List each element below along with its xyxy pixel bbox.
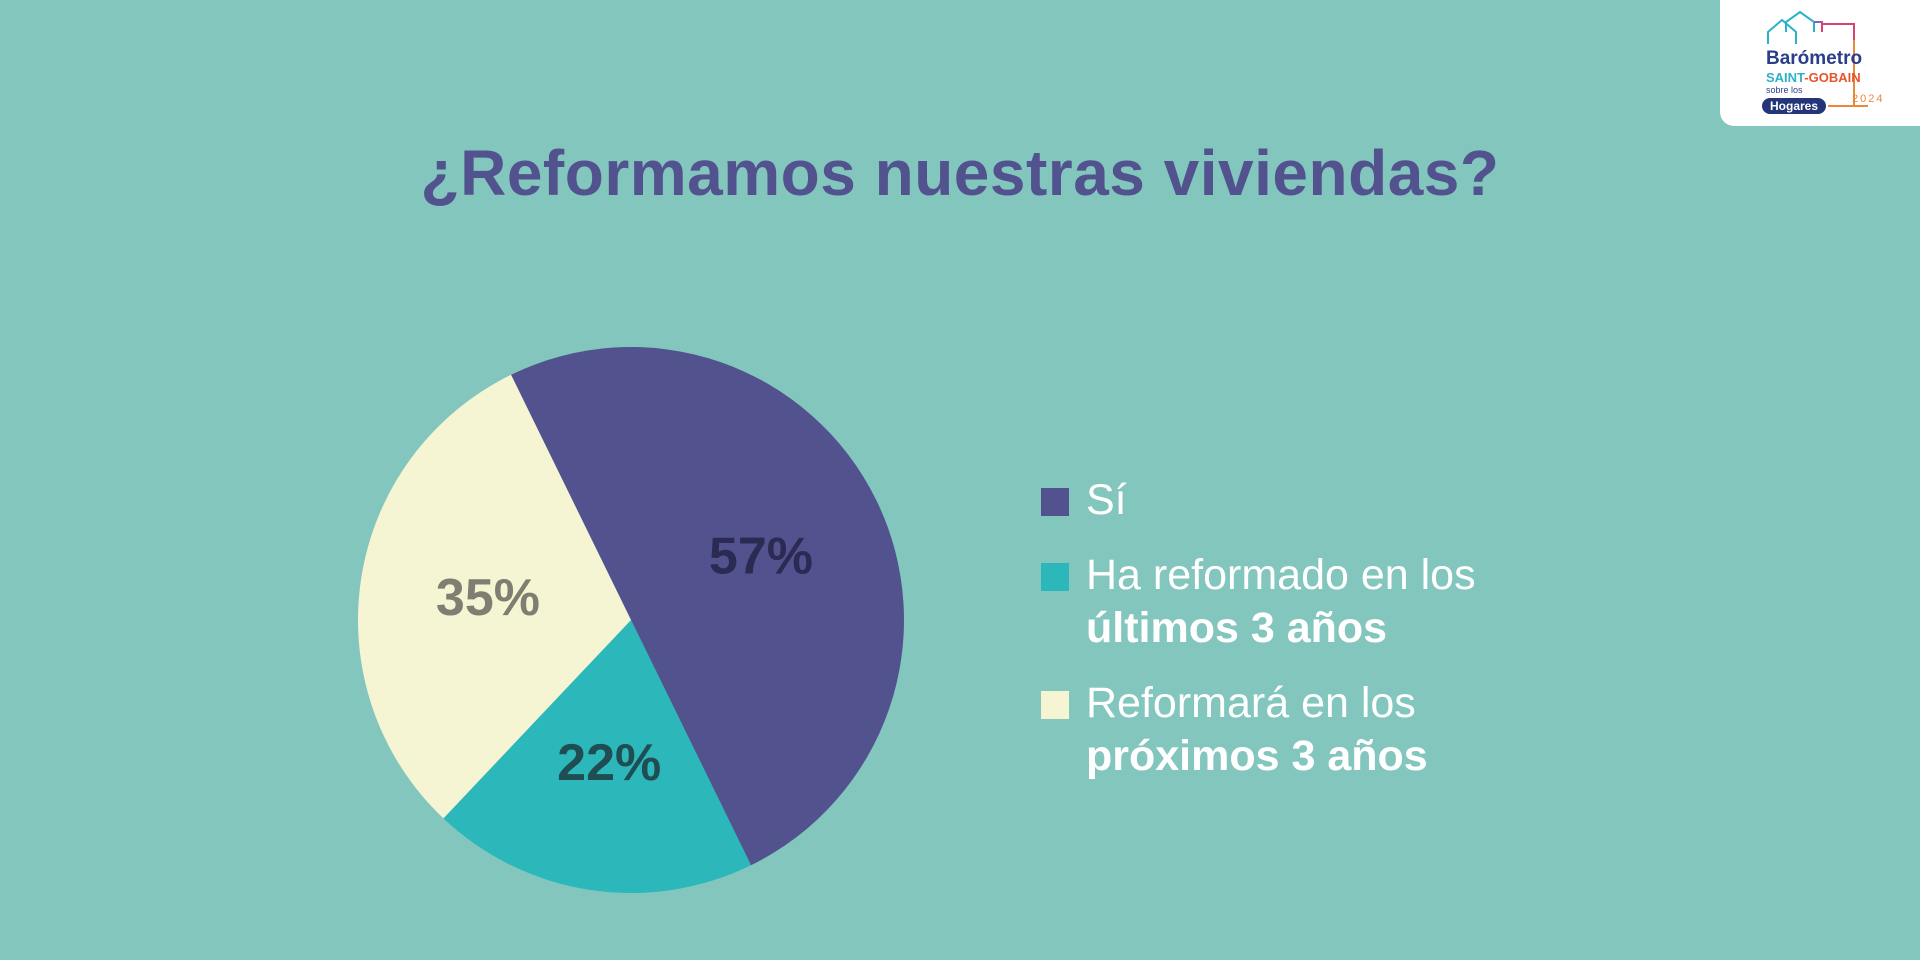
pie-slice-label-2: 22% [557, 734, 661, 792]
pie-chart: 57% 22% 35% [358, 347, 904, 893]
house-outline-icon [1767, 10, 1868, 107]
legend-item-1: Sí [1041, 474, 1681, 527]
legend-item-3: Reformará en los próximos 3 años [1041, 677, 1681, 783]
logo-year: 2024 [1852, 93, 1885, 105]
pie-slice-label-3: 35% [436, 569, 540, 627]
logo-brand-part1: SAINT [1766, 70, 1805, 85]
logo-brand-part2: -GOBAIN [1804, 70, 1861, 85]
pie-slice-3 [358, 374, 631, 819]
legend-label-1: Sí [1086, 476, 1127, 524]
legend-label-bold-2: últimos 3 años [1086, 604, 1388, 652]
legend-swatch-1 [1041, 488, 1069, 516]
pie-slice-1 [511, 347, 904, 866]
legend-label-3: Reformará en los [1086, 679, 1416, 727]
page-title: ¿Reformamos nuestras viviendas? [420, 137, 1500, 209]
legend-swatch-2 [1041, 563, 1069, 591]
logo-subtitle: sobre los [1766, 85, 1803, 95]
legend-label-bold-3: próximos 3 años [1086, 732, 1428, 780]
logo-title: Barómetro [1766, 48, 1863, 69]
barometro-logo: Barómetro SAINT-GOBAIN sobre los Hogares… [1720, 0, 1920, 126]
pie-slice-2 [443, 620, 751, 893]
logo-pill: Hogares [1762, 98, 1827, 114]
legend-label-2: Ha reformado en los [1086, 551, 1476, 599]
pie-slice-label-1: 57% [709, 527, 813, 585]
chart-legend: Sí Ha reformado en los últimos 3 años Refor… [1041, 474, 1681, 805]
logo-brand: SAINT-GOBAIN [1766, 70, 1861, 85]
legend-item-2: Ha reformado en los últimos 3 años [1041, 549, 1681, 655]
legend-swatch-3 [1041, 691, 1069, 719]
